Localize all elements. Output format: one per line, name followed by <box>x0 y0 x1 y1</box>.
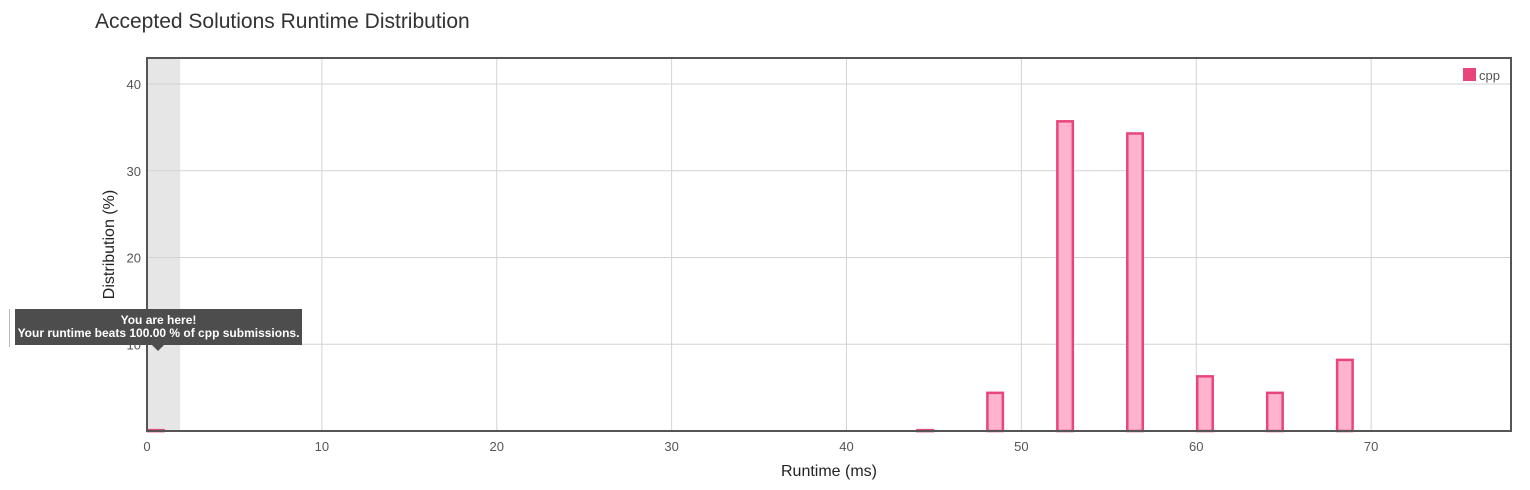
y-tick-label: 40 <box>127 77 141 92</box>
x-axis-title: Runtime (ms) <box>781 463 877 480</box>
legend-label-cpp: cpp <box>1479 68 1500 83</box>
bar-cpp[interactable] <box>1335 358 1354 433</box>
tooltip-frame <box>9 309 16 347</box>
x-tick-label: 10 <box>315 439 329 454</box>
bar-cpp[interactable] <box>1126 132 1145 433</box>
grid-lines <box>146 58 1511 431</box>
bar-cpp[interactable] <box>986 391 1005 433</box>
x-axis-ticks: 0 10 20 30 40 50 60 70 <box>143 439 1378 454</box>
plot-frame <box>146 57 1512 432</box>
legend[interactable]: cpp <box>1463 68 1500 83</box>
tooltip-line-1: You are here! <box>120 313 197 327</box>
y-axis-title: Distribution (%) <box>101 190 118 299</box>
bar-cpp[interactable] <box>1265 391 1284 433</box>
bar-cpp[interactable] <box>1056 120 1075 433</box>
legend-swatch-cpp <box>1463 68 1476 81</box>
x-tick-label: 20 <box>490 439 504 454</box>
you-are-here-tooltip: You are here! Your runtime beats 100.00 … <box>15 309 302 351</box>
chart-title: Accepted Solutions Runtime Distribution <box>95 10 470 33</box>
bar-cpp[interactable] <box>1195 375 1214 433</box>
y-tick-label: 30 <box>127 164 141 179</box>
bar-series-cpp <box>146 120 1354 433</box>
tooltip-line-2: Your runtime beats 100.00 % of cpp submi… <box>17 326 300 340</box>
x-tick-label: 50 <box>1014 439 1028 454</box>
x-tick-label: 70 <box>1364 439 1378 454</box>
x-tick-label: 60 <box>1189 439 1203 454</box>
x-tick-label: 40 <box>839 439 853 454</box>
y-tick-label: 20 <box>127 251 141 266</box>
x-tick-label: 30 <box>664 439 678 454</box>
x-tick-label: 0 <box>143 439 150 454</box>
highlight-band <box>147 58 181 431</box>
